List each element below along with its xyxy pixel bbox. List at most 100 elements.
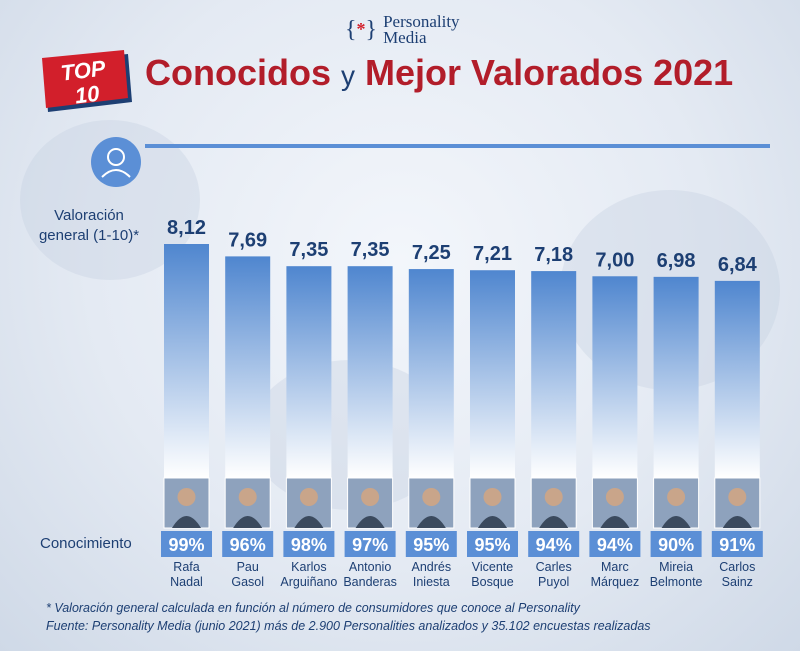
knowledge-value: 90% [658,535,694,555]
category-label-last: Gasol [231,575,264,589]
portrait-face [667,488,686,506]
bar [592,276,638,478]
value-label: 7,18 [534,244,573,266]
knowledge-value: 94% [536,535,572,555]
brand-line-1: Personality [383,12,460,31]
category-label-last: Belmonte [650,575,703,589]
category-label-first: Marc [601,560,629,574]
value-label: 7,25 [412,242,451,264]
category-label-last: Bosque [471,575,513,589]
value-label: 7,69 [228,229,267,251]
knowledge-value: 95% [474,535,510,555]
bar [347,266,393,478]
portrait-shoulders [294,516,324,528]
category-label-first: Pau [237,560,259,574]
footnote-line-1: * Valoración general calculada en funció… [46,601,580,615]
bar [408,269,454,478]
bar [531,271,577,478]
portrait-face [544,488,563,506]
category-label-first: Andrés [411,560,451,574]
portrait-face [299,488,318,506]
bar [653,276,699,478]
portrait-shoulders [722,516,752,528]
category-label-last: Arguiñano [280,575,337,589]
category-label-first: Carles [536,560,572,574]
y-axis-label: Valoración general (1-10)* [30,206,148,246]
knowledge-box [589,531,641,557]
title-part-2: Mejor Valorados 2021 [365,52,734,93]
knowledge-value: 95% [413,535,449,555]
bar [286,266,332,478]
portrait-face [605,488,624,506]
portrait-shoulders [172,516,201,528]
category-label-last: Puyol [538,575,569,589]
value-label: 6,84 [718,254,758,276]
portrait-face [238,488,257,506]
knowledge-value: 96% [230,535,266,555]
value-label: 6,98 [657,250,696,272]
knowledge-box [283,531,335,557]
category-label-last: Iniesta [413,575,450,589]
portrait-face [361,488,380,506]
category-label-first: Karlos [291,560,326,574]
portrait-shoulders [539,516,569,528]
footnote-line-2: Fuente: Personality Media (junio 2021) m… [46,619,651,633]
knowledge-box [711,531,763,557]
portrait-shoulders [355,516,385,528]
portrait-shoulders [416,516,446,528]
top10-badge: TOP 10 [42,50,132,112]
value-label: 7,35 [289,239,328,261]
category-label-first: Mireia [659,560,693,574]
portrait-shoulders [600,516,630,528]
bar [164,244,209,478]
category-label-last: Nadal [170,575,203,589]
category-label-first: Vicente [472,560,514,574]
knowledge-value: 98% [291,535,327,555]
category-label-first: Rafa [173,560,199,574]
bar [714,280,760,478]
category-label-last: Sainz [722,575,753,589]
knowledge-box [467,531,518,557]
knowledge-value: 94% [597,535,633,555]
knowledge-box [650,531,702,557]
y-axis-label-line-2: general (1-10)* [38,227,140,244]
knowledge-box [344,531,396,557]
category-label-last: Márquez [591,575,640,589]
portrait-shoulders [233,516,263,528]
portrait-shoulders [661,516,691,528]
knowledge-box [161,531,212,557]
badge-text-top: TOP [59,55,107,85]
portrait-face [422,488,441,506]
brand-logo: {*} Personality Media [345,12,460,47]
title-part-1: Conocidos [145,52,331,93]
title-connector: y [341,60,356,91]
portrait-face [728,488,747,506]
person-icon [91,137,141,187]
bar [225,256,271,478]
knowledge-box [528,531,580,557]
knowledge-value: 97% [352,535,388,555]
value-label: 7,35 [351,239,390,261]
page-title: Conocidos y Mejor Valorados 2021 [145,52,785,94]
value-label: 7,00 [595,249,634,271]
y-axis-label-line-1: Valoración [54,207,124,224]
category-label-first: Antonio [349,560,391,574]
bar [470,270,515,478]
knowledge-row-label: Conocimiento [40,535,132,552]
portrait-face [177,488,196,506]
value-label: 7,21 [473,243,512,265]
brand-line-2: Media [383,28,427,47]
knowledge-box [405,531,457,557]
knowledge-value: 91% [719,535,755,555]
value-label: 8,12 [167,217,206,239]
portrait-face [483,488,502,506]
knowledge-value: 99% [168,535,204,555]
category-label-first: Carlos [719,560,755,574]
portrait-shoulders [478,516,507,528]
header-rule [145,144,770,148]
brand-icon: {*} [345,16,378,43]
category-label-last: Banderas [343,575,397,589]
knowledge-box [222,531,274,557]
